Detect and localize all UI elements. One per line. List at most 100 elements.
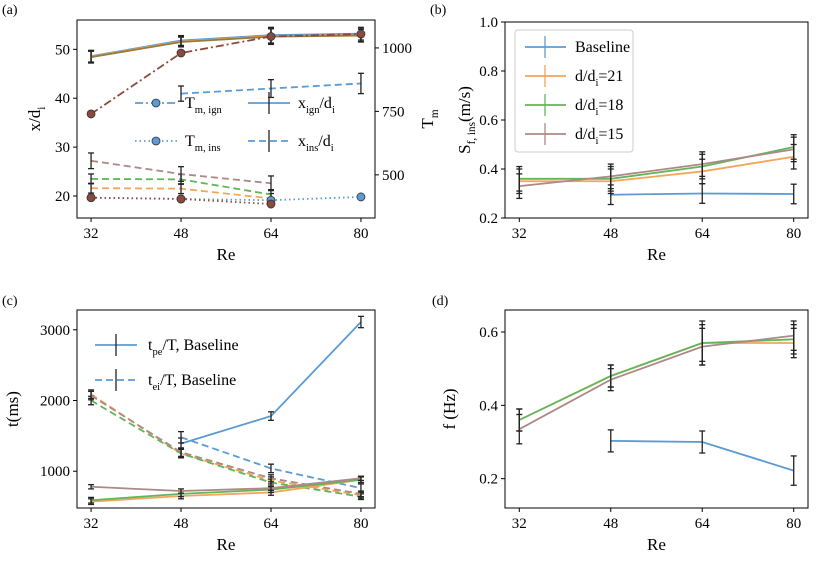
y2-tick-label: 500 xyxy=(382,168,405,184)
x-tick-label: 32 xyxy=(84,516,99,532)
y-tick-label: 0.2 xyxy=(479,472,498,488)
x-tick-label: 80 xyxy=(786,226,801,242)
legend-label-1: tei/T, Baseline xyxy=(148,372,236,393)
y-tick-label: 0.6 xyxy=(479,325,498,341)
axes-frame xyxy=(504,309,809,509)
panel-b: 32 48 64 80 Re 0.2 0.4 0.6 0.8 1.0 Sf, ins(m/s) Bas… xyxy=(455,15,809,264)
series-line-6 xyxy=(90,478,362,502)
legend-label-0-main: t xyxy=(148,337,153,354)
y-tick-label: 50 xyxy=(55,42,70,58)
x-tick-label: 48 xyxy=(603,226,618,242)
panel-d-label: (d) xyxy=(432,294,449,309)
y2-tick-label: 750 xyxy=(382,104,405,120)
legend-label-0-main: Baseline xyxy=(575,39,630,56)
y-axis-label-main: S xyxy=(455,144,474,153)
x-tick-label: 80 xyxy=(353,226,368,242)
legend-label-1: xign/di xyxy=(298,95,335,116)
y2-axis-label-sub: m xyxy=(429,109,441,118)
y-axis-label-sub: f, ins xyxy=(466,122,478,144)
legend-label-1: d/di=21 xyxy=(575,68,623,89)
y2-axis-label-main: T xyxy=(418,118,437,129)
data-point xyxy=(176,48,186,58)
y-tick-label: 0.6 xyxy=(479,113,498,129)
legend-label-2: d/di=18 xyxy=(575,97,623,118)
x-axis-label: Re xyxy=(647,535,666,554)
data-point xyxy=(266,32,276,41)
data-point xyxy=(356,29,366,39)
x-tick-label: 32 xyxy=(512,516,527,532)
legend-label-3-tail: /d xyxy=(318,133,330,150)
series-line-7 xyxy=(90,33,361,115)
series-line-1 xyxy=(519,155,794,183)
data-point xyxy=(266,199,276,209)
y-axis-label: x/di xyxy=(25,107,48,132)
y2-axis-label: Tm xyxy=(418,109,441,128)
legend-label-1-tailsub: i xyxy=(332,105,335,116)
x-tick-label: 48 xyxy=(603,516,618,532)
series-line-3 xyxy=(519,148,794,188)
y-axis-label: f (Hz) xyxy=(440,388,459,429)
data-point xyxy=(86,109,96,119)
legend-label-2-main: d/d xyxy=(575,97,595,114)
series-line-5 xyxy=(91,478,362,503)
y-tick-label: 0.4 xyxy=(479,162,498,178)
legend-label-3-tailsub: i xyxy=(331,143,334,154)
y-tick-label: 40 xyxy=(55,91,70,107)
y-tick-label: 1.0 xyxy=(479,15,498,31)
y-tick-label: 20 xyxy=(55,189,70,205)
y2-tick-label: 1000 xyxy=(382,41,412,57)
x-tick-label: 48 xyxy=(174,226,189,242)
x-tick-label: 64 xyxy=(263,226,279,242)
legend-label-1-tail: /T, Baseline xyxy=(160,372,236,389)
x-tick-label: 80 xyxy=(353,516,368,532)
panel-c-label: (c) xyxy=(2,294,18,309)
y-tick-label: 30 xyxy=(55,140,70,156)
x-tick-label: 32 xyxy=(84,226,99,242)
data-point xyxy=(356,192,366,202)
y-axis-label-main: x/d xyxy=(25,109,44,131)
y-axis-label: Sf, ins(m/s) xyxy=(455,86,478,154)
legend-label-2-sub: m, ins xyxy=(195,143,221,154)
legend-marker xyxy=(151,136,161,146)
y-axis-label-main: f (Hz) xyxy=(440,388,459,429)
series-line-2 xyxy=(90,393,362,497)
panel-d: 32 48 64 80 Re 0.2 0.4 0.6 f (Hz) xyxy=(440,309,809,554)
series-line-2 xyxy=(90,34,361,59)
legend-label-0: tpe/T, Baseline xyxy=(148,337,239,358)
y-tick-label: 0.2 xyxy=(479,211,498,227)
legend-label-3-sub: ins xyxy=(306,143,318,154)
y-tick-label: 0.8 xyxy=(479,64,498,80)
series-line-3 xyxy=(90,399,362,498)
series-line-3 xyxy=(518,334,794,430)
series-line-1 xyxy=(90,34,361,58)
legend-label-3-sub: i xyxy=(595,136,598,147)
x-tick-label: 64 xyxy=(695,226,711,242)
axes-frame xyxy=(76,19,376,219)
axes-frame xyxy=(76,309,376,509)
y-tick-label: 0.4 xyxy=(479,398,498,414)
legend-label-3-main: d/d xyxy=(575,126,595,143)
legend-label-3-main: x xyxy=(298,133,306,150)
legend-label-3: xins/di xyxy=(298,133,334,154)
x-axis-label: Re xyxy=(217,535,236,554)
data-point xyxy=(86,193,96,203)
y-axis-label-sub: i xyxy=(36,107,48,110)
data-point xyxy=(176,194,186,204)
legend-label-0-sub: pe xyxy=(152,347,162,358)
x-axis-label: Re xyxy=(647,245,666,264)
legend-label-0: Tm, ign xyxy=(185,95,222,116)
legend-label-0-tail: /T, Baseline xyxy=(162,337,238,354)
series-line-7 xyxy=(91,477,362,492)
legend-label-1-sub: ei xyxy=(152,382,160,393)
legend-label-2-tail: =18 xyxy=(598,97,623,114)
legend-label-1-main: x xyxy=(298,95,306,112)
panel-a-label: (a) xyxy=(2,3,18,18)
legend-label-3-tail: =15 xyxy=(598,126,623,143)
legend-label-1-main: t xyxy=(148,372,153,389)
x-tick-label: 80 xyxy=(786,516,801,532)
legend-frame xyxy=(514,29,634,153)
legend-label-1-sub: ign xyxy=(306,105,320,116)
